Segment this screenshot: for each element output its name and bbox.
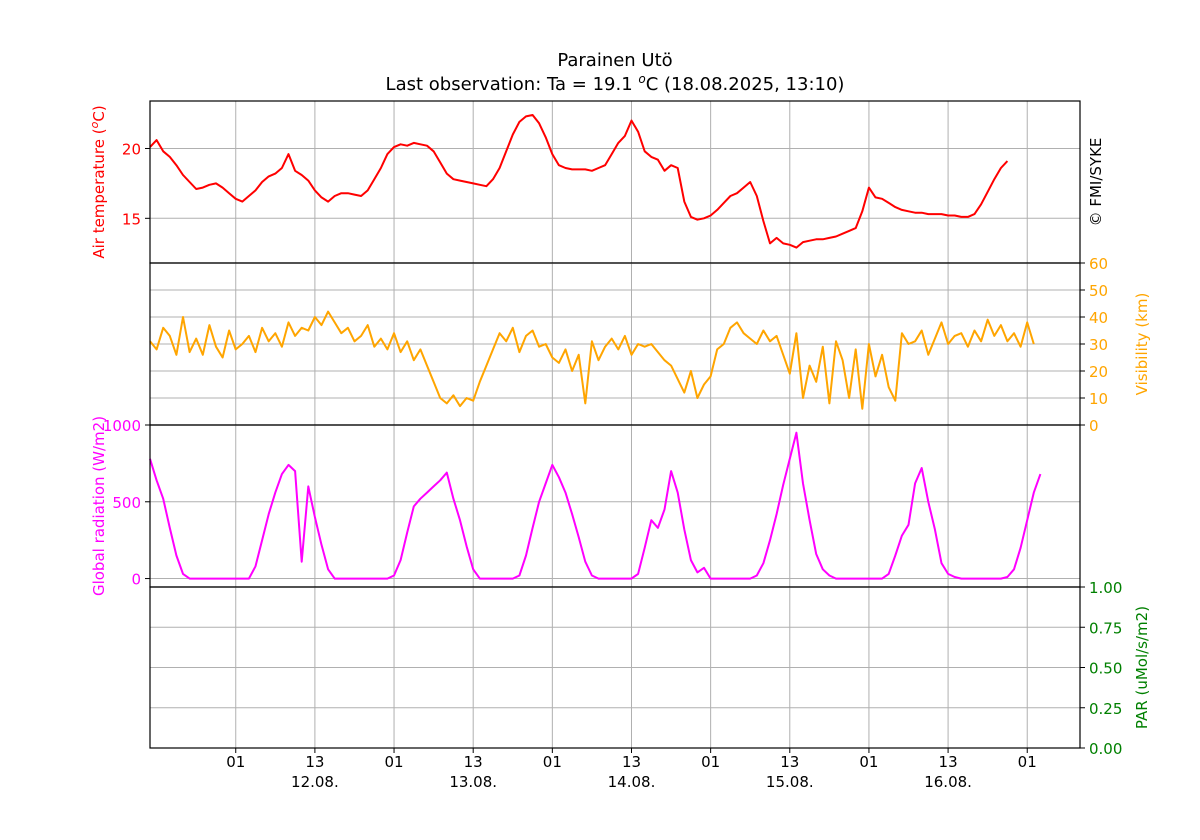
panel-temperature: 15 20 Air temperature (oC)	[88, 100, 1081, 264]
x-date-label-5: 14.08.	[608, 773, 656, 791]
x-tick-label-7: 13	[780, 753, 799, 771]
par-frame	[149, 586, 1081, 749]
par-ytick-label-1: 0.25	[1089, 700, 1122, 718]
panel-visibility: 0 10 20 30 40 50 60 Visibility (km)	[149, 255, 1151, 435]
x-date-label-7: 15.08.	[766, 773, 814, 791]
visibility-ytick-label-5: 50	[1089, 282, 1108, 300]
temperature-series-line	[149, 114, 1009, 249]
par-ytick-label-2: 0.50	[1089, 660, 1122, 678]
temperature-axis-label-sup: o	[88, 121, 101, 128]
x-tick-label-1: 13	[305, 753, 324, 771]
subtitle-superscript: o	[638, 72, 645, 86]
chart-subtitle: Last observation: Ta = 19.1 oC (18.08.20…	[386, 72, 845, 95]
visibility-ytick-label-2: 20	[1089, 363, 1108, 381]
temperature-axis-label-text: Air temperature (	[90, 128, 108, 258]
x-axis-ticks: 01 13 12.08. 01 13 13.08. 01 13 14.08. 01 13 15.08.…	[226, 748, 1037, 791]
x-date-label-3: 13.08.	[449, 773, 497, 791]
par-axis-label: PAR (uMol/s/m2)	[1133, 606, 1151, 729]
subtitle-prefix: Last observation: Ta = 19.1	[386, 74, 639, 95]
radiation-ytick-label-0: 0	[131, 571, 141, 589]
x-tick-label-9: 13	[939, 753, 958, 771]
panel-par: 0.00 0.25 0.50 0.75 1.00 PAR (uMol/s/m2)	[149, 579, 1151, 758]
par-ytick-label-0: 0.00	[1089, 740, 1122, 758]
radiation-series-line	[149, 431, 1042, 580]
par-ytick-label-3: 0.75	[1089, 619, 1122, 637]
visibility-series-line	[149, 310, 1035, 410]
temperature-ytick-label-0: 15	[122, 210, 141, 228]
subtitle-suffix: C (18.08.2025, 13:10)	[646, 74, 845, 95]
x-tick-label-6: 01	[701, 753, 720, 771]
temperature-axis-label: Air temperature (oC)	[88, 105, 108, 258]
visibility-ytick-label-4: 40	[1089, 309, 1108, 327]
x-tick-label-8: 01	[859, 753, 878, 771]
visibility-ytick-label-3: 30	[1089, 336, 1108, 354]
x-tick-label-2: 01	[384, 753, 403, 771]
visibility-ytick-label-1: 10	[1089, 390, 1108, 408]
radiation-ytick-label-1: 500	[112, 494, 141, 512]
x-tick-label-3: 13	[464, 753, 483, 771]
panels-group: 15 20 Air temperature (oC) 0 10 20 30 40 50 60 Vis…	[88, 100, 1151, 758]
par-ytick-label-4: 1.00	[1089, 579, 1122, 597]
visibility-axis-label: Visibility (km)	[1133, 293, 1151, 396]
chart-title: Parainen Utö	[557, 50, 672, 71]
x-tick-label-0: 01	[226, 753, 245, 771]
visibility-ytick-label-0: 0	[1089, 417, 1099, 435]
x-tick-label-4: 01	[543, 753, 562, 771]
temperature-ytick-label-1: 20	[122, 140, 141, 158]
radiation-ytick-label-2: 1000	[103, 417, 141, 435]
x-tick-label-5: 13	[622, 753, 641, 771]
temperature-axis-label-end: C)	[90, 105, 108, 121]
radiation-axis-label: Global radiation (W/m2)	[90, 416, 108, 596]
visibility-ytick-label-6: 60	[1089, 255, 1108, 273]
x-tick-label-10: 01	[1018, 753, 1037, 771]
x-date-label-9: 16.08.	[924, 773, 972, 791]
credit-label: © FMI/SYKE	[1087, 138, 1105, 227]
x-date-label-1: 12.08.	[291, 773, 339, 791]
